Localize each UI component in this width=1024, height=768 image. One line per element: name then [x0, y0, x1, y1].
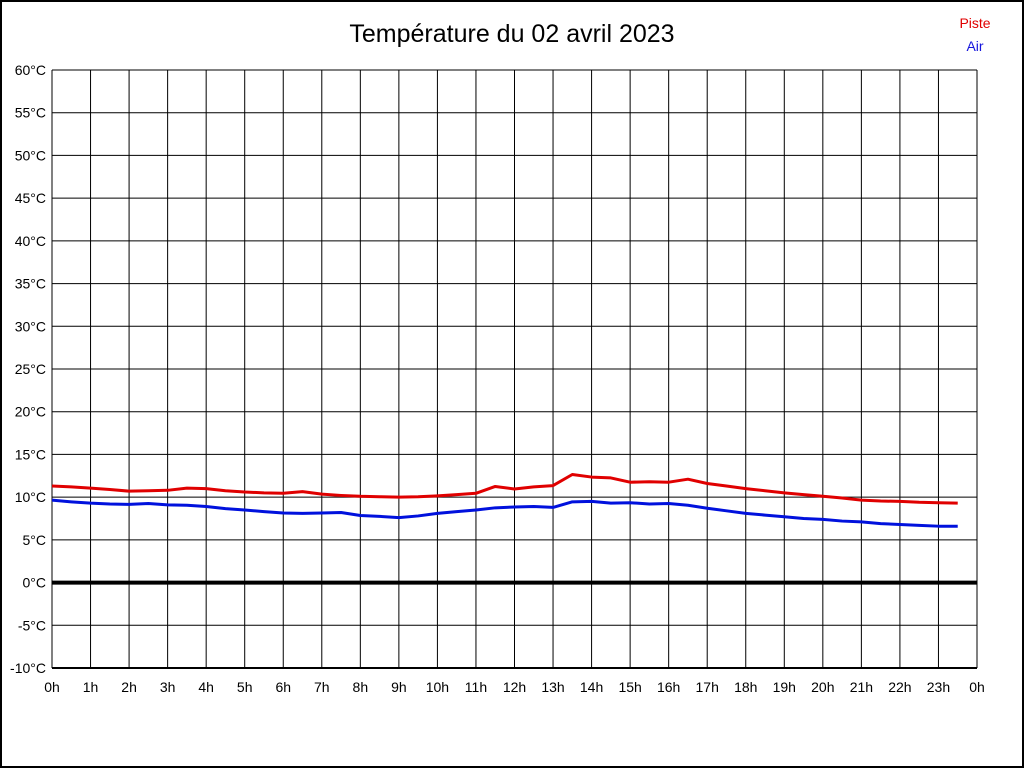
x-tick-label: 13h — [541, 679, 564, 695]
y-axis-labels: 60°C 55°C 50°C 45°C 40°C 35°C 30°C 25°C 20°C 15°C… — [10, 62, 46, 676]
y-tick-label: 20°C — [15, 404, 46, 420]
x-tick-label: 3h — [160, 679, 176, 695]
piste-temperature-line — [51, 473, 958, 505]
x-tick-label: 15h — [618, 679, 641, 695]
air-temperature-line — [51, 498, 958, 528]
y-tick-label: 35°C — [15, 276, 46, 292]
y-tick-label: 55°C — [15, 105, 46, 121]
x-tick-label: 6h — [275, 679, 291, 695]
x-tick-label: 21h — [850, 679, 873, 695]
x-tick-label: 9h — [391, 679, 407, 695]
y-tick-label: 30°C — [15, 318, 46, 334]
y-tick-label: 50°C — [15, 147, 46, 163]
y-tick-label: 25°C — [15, 361, 46, 377]
x-tick-label: 20h — [811, 679, 834, 695]
x-tick-label: 14h — [580, 679, 603, 695]
x-tick-label: 16h — [657, 679, 680, 695]
x-axis-labels: 0h 1h 2h 3h 4h 5h 6h 7h 8h 9h 10h 11h 12h 13h 14h 15h 16… — [44, 679, 985, 695]
x-tick-label: 0h — [969, 679, 985, 695]
x-tick-label: 2h — [121, 679, 137, 695]
x-tick-label: 12h — [503, 679, 526, 695]
legend-item-air: Air — [966, 38, 984, 54]
x-tick-label: 22h — [888, 679, 911, 695]
x-tick-label: 10h — [426, 679, 449, 695]
x-tick-label: 0h — [44, 679, 60, 695]
x-tick-label: 7h — [314, 679, 330, 695]
x-tick-label: 8h — [353, 679, 369, 695]
x-tick-label: 5h — [237, 679, 253, 695]
y-tick-label: -5°C — [18, 617, 46, 633]
x-tick-label: 4h — [198, 679, 214, 695]
series-air — [51, 498, 958, 528]
y-tick-label: 15°C — [15, 446, 46, 462]
chart-grid — [51, 69, 978, 669]
x-tick-label: 11h — [465, 679, 487, 695]
legend-item-piste: Piste — [959, 15, 991, 31]
x-tick-label: 23h — [927, 679, 950, 695]
series-piste — [51, 473, 958, 505]
x-tick-label: 17h — [696, 679, 719, 695]
x-tick-label: 1h — [83, 679, 99, 695]
y-tick-label: 60°C — [15, 62, 46, 78]
x-tick-label: 19h — [773, 679, 796, 695]
x-tick-label: 18h — [734, 679, 757, 695]
y-tick-label: 10°C — [15, 489, 46, 505]
y-tick-label: 40°C — [15, 233, 46, 249]
chart-title: Température du 02 avril 2023 — [349, 20, 675, 48]
y-tick-label: 5°C — [23, 532, 47, 548]
y-tick-label: -10°C — [10, 660, 46, 676]
y-tick-label: 0°C — [23, 575, 47, 591]
y-tick-label: 45°C — [15, 190, 46, 206]
